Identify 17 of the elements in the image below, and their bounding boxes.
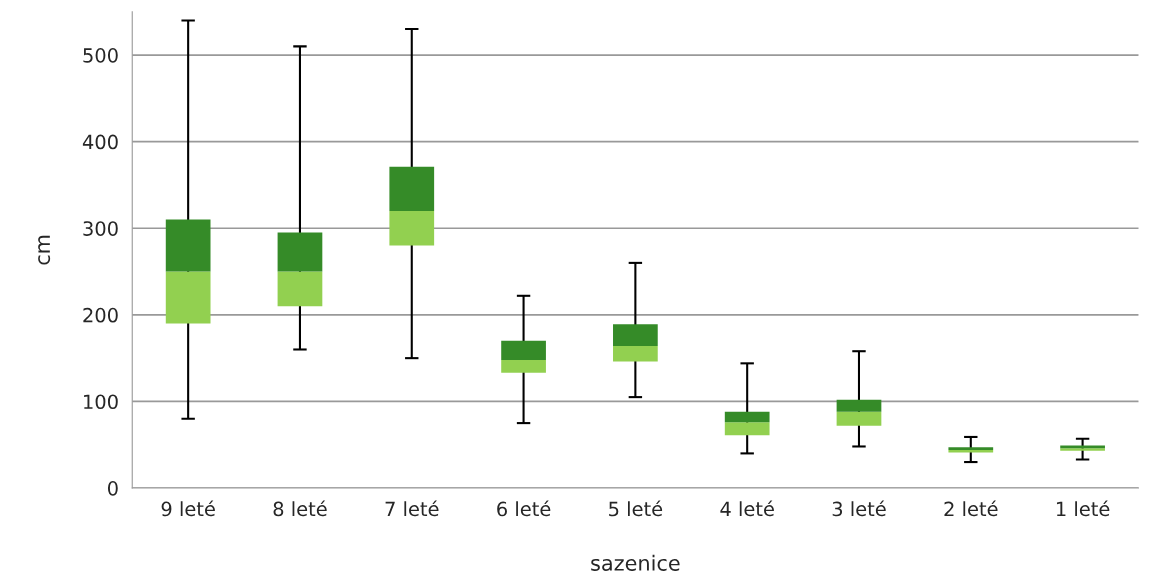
x-tick-label: 9 leté — [161, 500, 215, 517]
x-tick-label: 4 leté — [720, 500, 774, 517]
x-tick-label: 7 leté — [385, 500, 439, 517]
y-tick-label: 500 — [83, 48, 118, 63]
x-tick-label: 8 leté — [273, 500, 327, 517]
y-tick-label: 400 — [82, 134, 118, 150]
x-tick-label: 6 leté — [497, 500, 551, 517]
y-tick-label: 0 — [107, 481, 118, 496]
x-tick-label: 2 leté — [944, 500, 998, 517]
y-tick-label: 300 — [83, 221, 118, 236]
x-tick-label: 3 leté — [832, 500, 886, 517]
x-axis-title: sazenice — [591, 554, 680, 571]
x-tick-label: 1 leté — [1056, 500, 1110, 517]
x-tick-label: 5 leté — [609, 500, 663, 517]
y-tick-label: 200 — [83, 307, 118, 323]
y-tick-label: 100 — [84, 394, 118, 410]
y-axis-title: cm — [38, 235, 51, 265]
